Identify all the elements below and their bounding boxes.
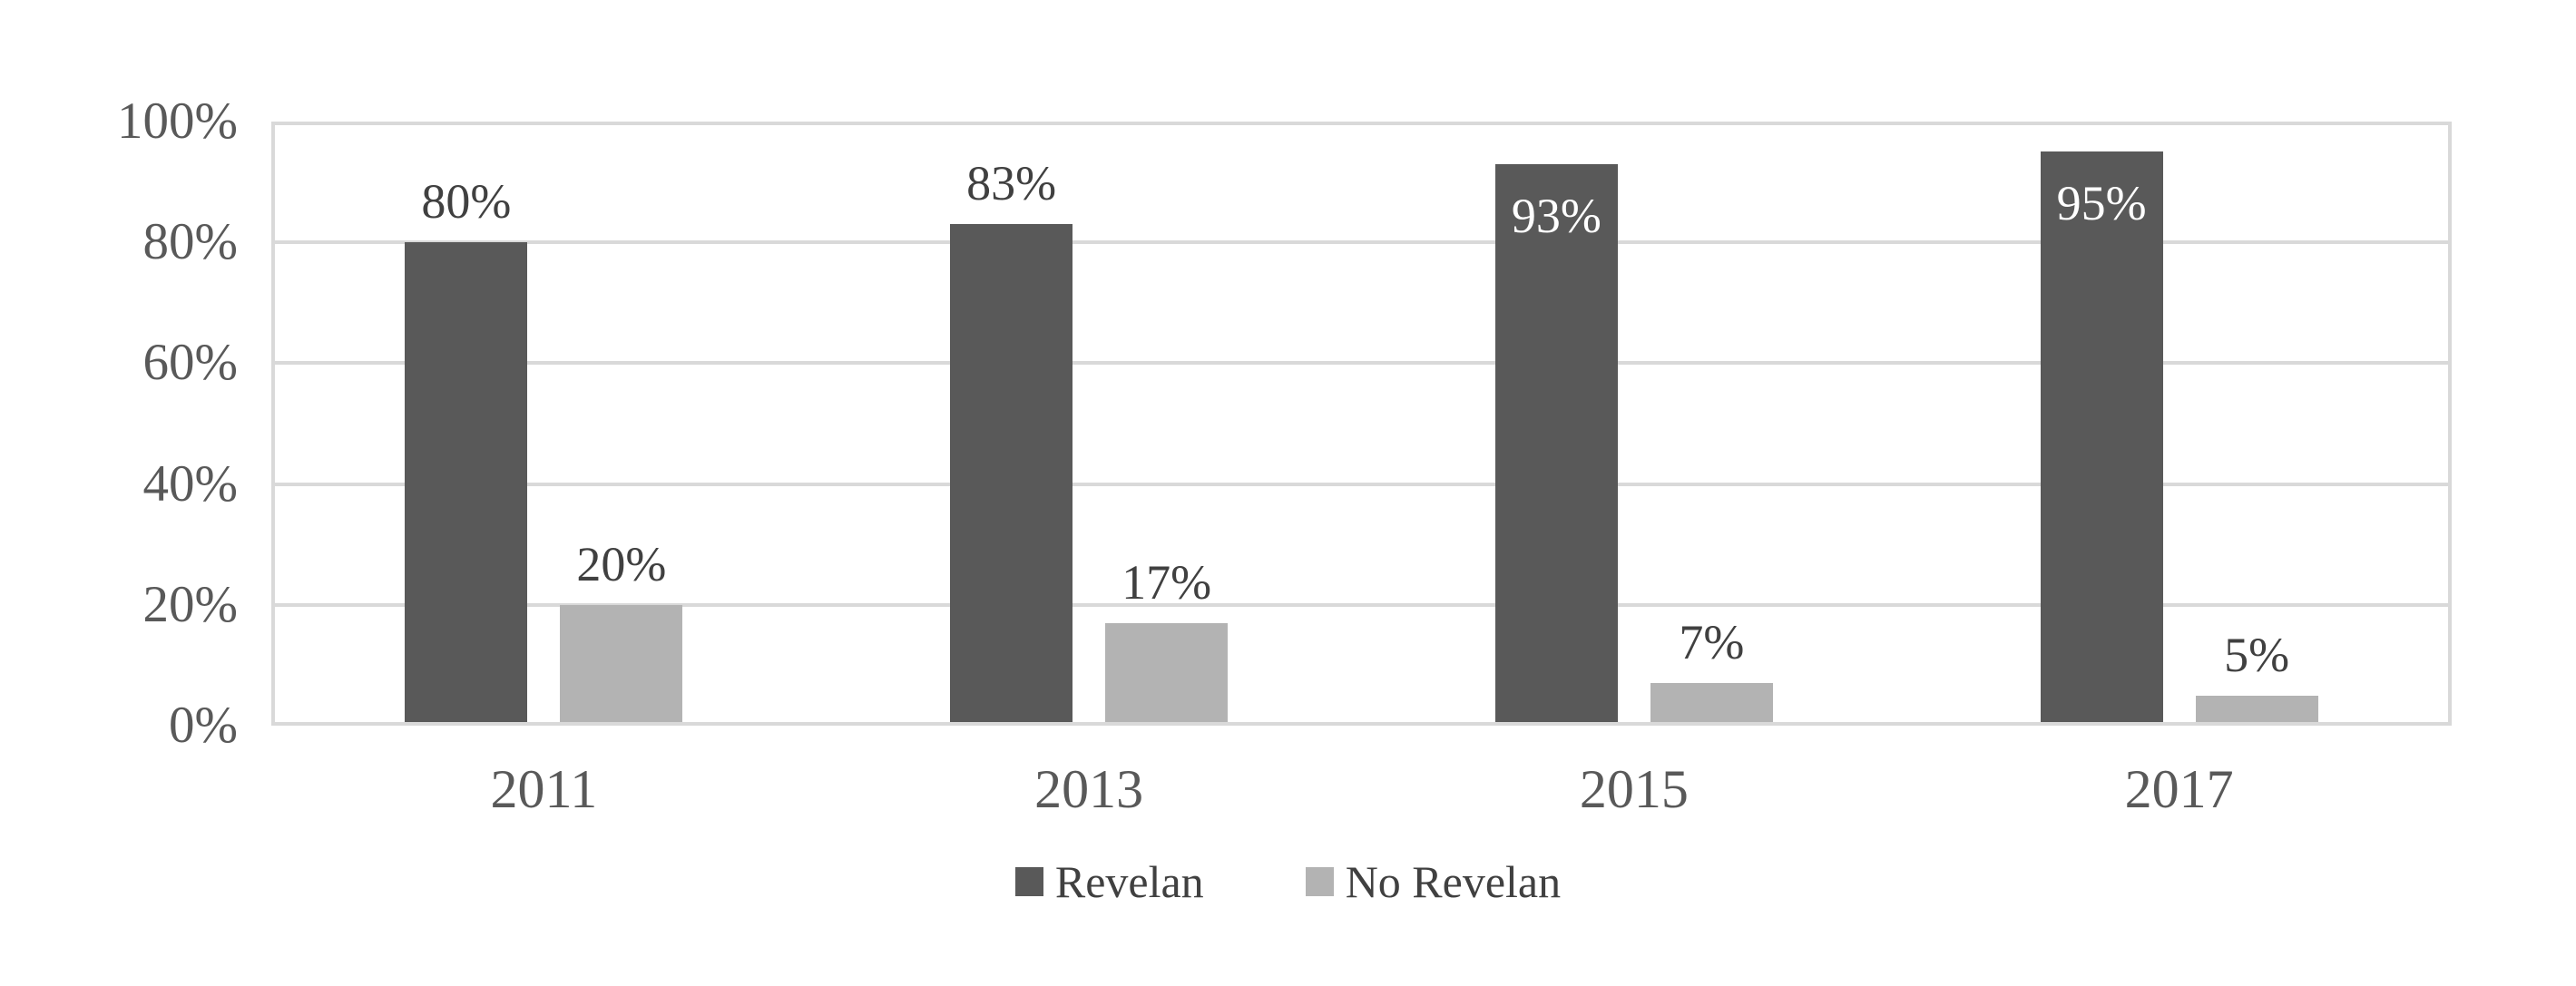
legend: Revelan No Revelan: [0, 854, 2576, 909]
bar-value-label-no-revelan-2017: 5%: [2224, 627, 2290, 682]
bar-value-label-revelan-2015: 93%: [1511, 188, 1601, 243]
x-axis-category-label-2017: 2017: [2124, 759, 2234, 819]
bar-value-label-revelan-2011: 80%: [421, 174, 512, 229]
gridline-60: [271, 361, 2452, 366]
bar-value-label-revelan-2013: 83%: [966, 156, 1057, 211]
legend-color-swatch-icon: [1014, 867, 1043, 896]
bar-value-label-no-revelan-2015: 7%: [1679, 615, 1745, 670]
gridline-40: [271, 482, 2452, 486]
legend-label-revelan: Revelan: [1054, 856, 1204, 907]
legend-item-revelan: Revelan: [1014, 854, 1204, 909]
bar-value-label-revelan-2017: 95%: [2056, 176, 2147, 231]
legend-color-swatch-icon: [1305, 867, 1334, 896]
bar-value-label-no-revelan-2011: 20%: [576, 536, 667, 591]
x-axis-category-label-2015: 2015: [1579, 759, 1689, 819]
y-axis-tick-label-60: 60%: [142, 334, 238, 392]
bar-no-revelan-2013: [1105, 622, 1229, 726]
bar-revelan-2015: [1494, 163, 1618, 726]
bar-no-revelan-2015: [1650, 683, 1773, 726]
y-axis-tick-label-20: 20%: [142, 575, 238, 633]
bar-revelan-2013: [950, 224, 1073, 726]
legend-label-no-revelan: No Revelan: [1345, 856, 1562, 907]
plot-area: 80% 20% 83% 17% 93% 7% 95% 5%: [271, 122, 2452, 726]
x-axis-category-label-2013: 2013: [1034, 759, 1144, 819]
y-axis-tick-label-100: 100%: [117, 93, 238, 150]
bar-revelan-2017: [2040, 151, 2163, 726]
x-axis-category-label-2011: 2011: [490, 759, 598, 819]
y-axis-tick-label-0: 0%: [169, 697, 238, 754]
gridline-80: [271, 240, 2452, 245]
y-axis-tick-label-80: 80%: [142, 213, 238, 271]
bar-revelan-2011: [405, 242, 528, 726]
bar-no-revelan-2011: [560, 604, 683, 726]
gridline-20: [271, 602, 2452, 607]
bar-value-label-no-revelan-2013: 17%: [1121, 554, 1212, 610]
legend-item-no-revelan: No Revelan: [1305, 854, 1562, 909]
bar-no-revelan-2017: [2195, 695, 2318, 726]
y-axis-tick-label-40: 40%: [142, 454, 238, 513]
